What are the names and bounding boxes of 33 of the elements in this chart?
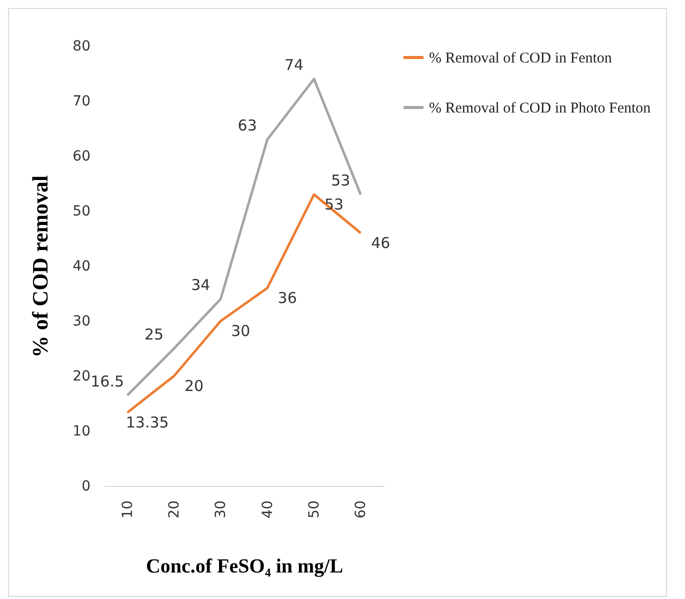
y-tick-label: 40 xyxy=(72,258,90,274)
x-tick-label: 10 xyxy=(120,500,136,518)
data-label: 63 xyxy=(238,116,257,134)
y-tick-label: 60 xyxy=(72,148,90,164)
y-tick-label: 80 xyxy=(72,38,90,54)
data-label: 53 xyxy=(324,196,344,214)
data-label: 20 xyxy=(184,377,204,395)
x-tick-label: 30 xyxy=(213,500,230,518)
y-tick-label: 50 xyxy=(72,204,90,220)
data-label: 16.5 xyxy=(90,372,124,390)
legend-label: % Removal of COD in Photo Fenton xyxy=(429,100,652,116)
y-tick-label: 10 xyxy=(72,424,90,440)
line-series xyxy=(126,193,362,414)
x-tick-label: 50 xyxy=(306,500,322,518)
data-label: 74 xyxy=(284,56,304,74)
y-tick-label: 30 xyxy=(72,314,90,330)
x-tick-label: 40 xyxy=(260,500,276,518)
y-tick-label: 0 xyxy=(82,478,90,494)
y-tick-label: 70 xyxy=(72,94,90,110)
data-label: 13.35 xyxy=(126,414,169,432)
data-label: 53 xyxy=(331,172,350,190)
y-tick-label: 20 xyxy=(72,368,90,384)
x-axis-title: Conc.of FeSO₄ in mg/L xyxy=(146,555,344,578)
y-axis-title: % of COD removal xyxy=(28,175,53,358)
data-label: 30 xyxy=(231,322,250,340)
data-label: 46 xyxy=(371,234,390,252)
data-label: 36 xyxy=(278,289,297,307)
data-label: 25 xyxy=(144,326,164,344)
x-tick-label: 60 xyxy=(353,500,370,518)
x-tick-label: 20 xyxy=(166,500,182,518)
data-label: 34 xyxy=(191,276,210,294)
legend-label: % Removal of COD in Fenton xyxy=(429,50,612,66)
line-series xyxy=(126,78,362,396)
